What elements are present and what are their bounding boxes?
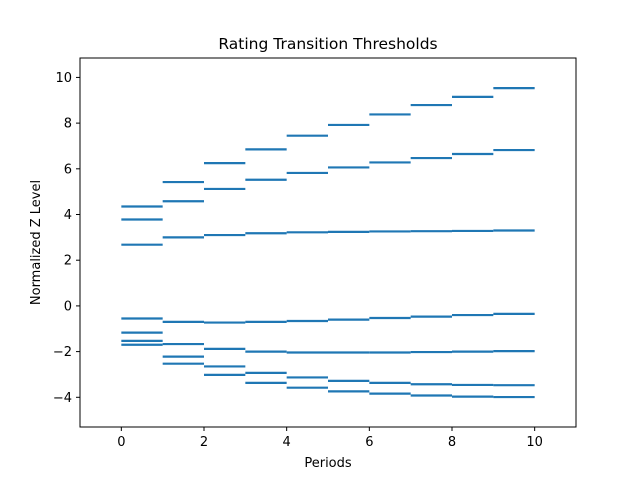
x-tick-label: 10 — [526, 435, 543, 450]
y-tick-label: 4 — [64, 208, 72, 223]
x-tick-label: 6 — [365, 435, 373, 450]
x-axis-label: Periods — [304, 456, 352, 471]
y-tick-label: 6 — [64, 162, 72, 177]
x-tick-label: 0 — [117, 435, 125, 450]
y-tick-label: 8 — [64, 117, 72, 132]
y-tick-label: 0 — [64, 299, 72, 314]
y-tick-label: −4 — [53, 391, 72, 406]
y-tick-label: 2 — [64, 254, 72, 269]
data-marks — [121, 87, 535, 399]
x-tick-label: 2 — [200, 435, 208, 450]
x-tick-label: 4 — [283, 435, 291, 450]
x-axis: 0 2 4 6 8 10 — [117, 427, 543, 450]
y-tick-label: 10 — [55, 71, 72, 86]
plot-frame — [79, 57, 577, 428]
y-tick-label: −2 — [53, 345, 72, 360]
x-tick-label: 8 — [448, 435, 456, 450]
y-axis-label: Normalized Z Level — [29, 180, 44, 305]
chart-title: Rating Transition Thresholds — [218, 35, 437, 53]
y-axis: −4 −2 0 2 4 6 8 10 — [53, 71, 80, 406]
